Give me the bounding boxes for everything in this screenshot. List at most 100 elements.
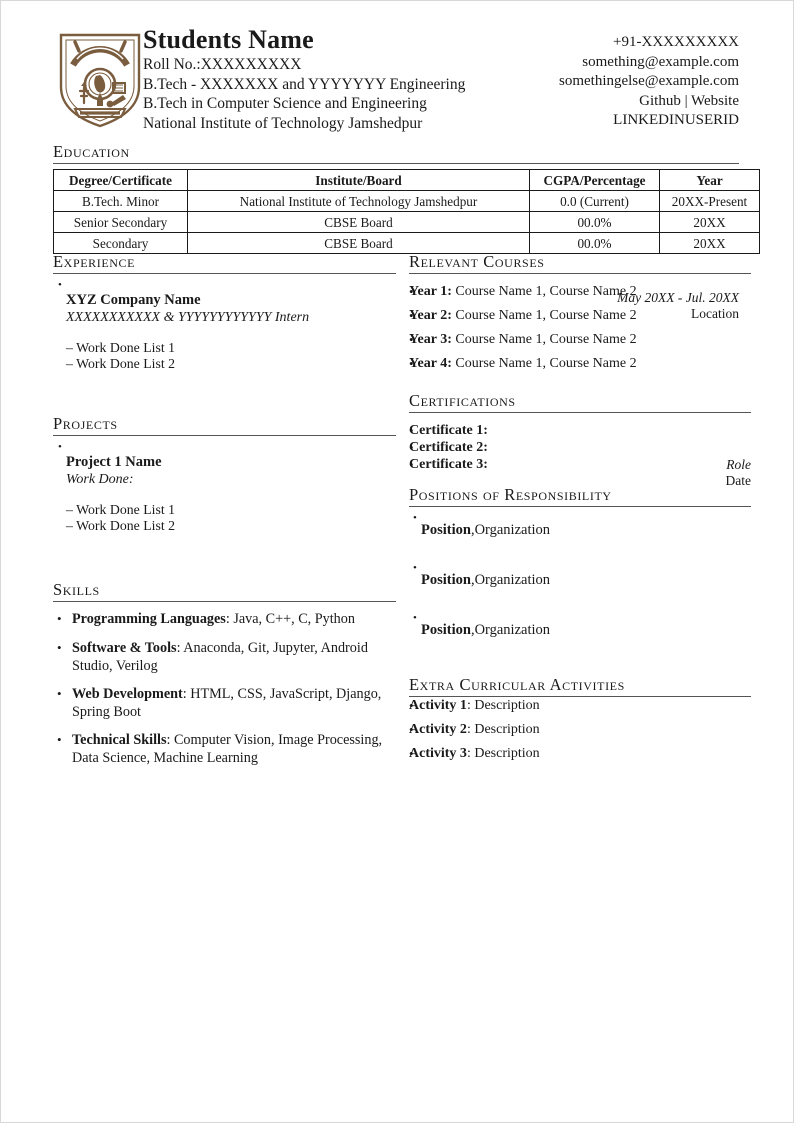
list-item: Certificate 1: [409,423,488,439]
table-row: Secondary CBSE Board 00.0% 20XX [53,232,760,254]
phone-number: +91-XXXXXXXXX [613,34,739,50]
skills-rule [53,601,396,602]
contact-block: +91-XXXXXXXXX something@example.com some… [559,33,739,131]
list-item: Year 2: Course Name 1, Course Name 2 [409,308,637,324]
skill-bullet-icon: • [57,732,62,747]
th-year: Year [659,169,760,191]
positions-heading: Positions of Responsibility [409,485,612,504]
experience-role: XXXXXXXXXXX & YYYYYYYYYYYY Intern [66,310,310,325]
position-date: Date [725,473,751,488]
extra-curricular-heading: Extra Curricular Activities [409,675,625,694]
certifications-rule [409,412,751,413]
position-role: Role [726,457,751,472]
course-bullet-icon: • [409,356,414,371]
experience-heading: Experience [53,252,136,271]
course-value: Course Name 1, Course Name 2 [451,356,637,371]
project-work-item: – Work Done List 2 [66,518,176,533]
position-organization: ,Organization [470,622,551,638]
name-block: Students Name Roll No.:XXXXXXXXX B.Tech … [143,25,465,133]
list-item: Certificate 3: [409,457,488,473]
list-item: Year 4: Course Name 1, Course Name 2 [409,356,637,372]
cell-cgpa: 0.0 (Current) [529,190,660,212]
list-item: • Software & Tools: Anaconda, Git, Jupyt… [57,639,396,675]
cell-institute: CBSE Board [187,232,530,254]
course-bullet-icon: • [409,332,414,347]
cell-institute: National Institute of Technology Jamshed… [187,190,530,212]
education-heading: Education [53,142,130,161]
list-item: Activity 3: Description [409,746,540,762]
activity-label: Activity 3 [409,746,467,761]
table-row: Senior Secondary CBSE Board 00.0% 20XX [53,211,760,233]
list-item: Year 1: Course Name 1, Course Name 2 [409,284,637,300]
education-table: Degree/Certificate Institute/Board CGPA/… [53,169,760,254]
experience-section: Experience • XYZ Company Name XXXXXXXXXX… [53,252,396,380]
extra-curricular-rule [409,696,751,697]
education-rule [53,163,739,164]
skill-value: : HTML, CSS, JavaScript, Django, Spring … [72,686,382,720]
skill-label: Programming Languages [72,611,226,627]
activity-value: : Description [466,722,540,737]
cell-cgpa: 00.0% [529,211,660,233]
skill-bullet-icon: • [57,686,62,701]
activity-label: Activity 2 [409,722,467,737]
list-item: • Web Development: HTML, CSS, JavaScript… [57,685,396,721]
list-item: • Programming Languages: Java, C++, C, P… [57,610,396,628]
position-bullet-icon: • [413,512,417,524]
th-cgpa: CGPA/Percentage [529,169,660,191]
projects-section: Projects • Project 1 Name Work Done: – W… [53,414,396,542]
course-value: Course Name 1, Course Name 2 [451,308,637,323]
list-item: Position,Organization [421,622,550,639]
position-label: Position [421,522,471,538]
skills-heading: Skills [53,580,100,599]
th-degree: Degree/Certificate [53,169,188,191]
certifications-section: Certifications [409,391,751,413]
skill-bullet-icon: • [57,611,62,626]
course-year-label: Year 4: [409,356,452,371]
experience-rule [53,273,396,274]
email-secondary[interactable]: somethingelse@example.com [558,73,739,89]
cell-degree: Senior Secondary [53,211,188,233]
certificate-label: Certificate 3: [409,457,488,472]
cell-degree: B.Tech. Minor [53,190,188,212]
certificate-bullet-icon: • [409,457,414,472]
project-subtitle: Work Done: [66,472,134,487]
certifications-heading: Certifications [409,391,516,410]
list-item: Certificate 2: [409,440,488,456]
cell-year: 20XX [659,211,760,233]
list-item: Activity 2: Description [409,722,540,738]
position-organization: ,Organization [470,522,551,538]
project-work-item: – Work Done List 1 [66,502,176,517]
skill-label: Web Development [72,686,183,702]
skill-label: Software & Tools [72,640,177,656]
projects-rule [53,435,396,436]
email-primary[interactable]: something@example.com [582,53,739,70]
linkedin-id[interactable]: LINKEDINUSERID [613,112,739,128]
course-value: Course Name 1, Course Name 2 [451,284,637,299]
skill-value: : Java, C++, C, Python [225,611,355,627]
github-website-links[interactable]: Github | Website [639,92,739,109]
table-header-row: Degree/Certificate Institute/Board CGPA/… [53,169,760,191]
extra-curricular-section: Extra Curricular Activities [409,675,751,697]
course-year-label: Year 1: [409,284,452,299]
position-bullet-icon: • [413,562,417,574]
institute-name: National Institute of Technology Jamshed… [143,114,423,132]
activity-bullet-icon: • [409,722,414,737]
activity-bullet-icon: • [409,746,414,761]
education-section: Education Degree/Certificate Institute/B… [53,142,760,254]
list-item: Activity 1: Description [409,698,540,714]
th-institute: Institute/Board [187,169,530,191]
cell-year: 20XX-Present [659,190,760,212]
degree-program: B.Tech in Computer Science and Engineeri… [143,95,427,112]
experience-work-item: – Work Done List 1 [66,340,176,355]
certificate-label: Certificate 1: [409,423,488,438]
skill-label: Technical Skills [72,732,167,748]
certificate-bullet-icon: • [409,423,414,438]
list-item: Year 3: Course Name 1, Course Name 2 [409,332,637,348]
roll-number: Roll No.:XXXXXXXXX [143,56,302,73]
course-bullet-icon: • [409,284,414,299]
resume-header: Students Name Roll No.:XXXXXXXXX B.Tech … [53,25,739,135]
experience-work-item: – Work Done List 2 [66,356,176,371]
positions-section: Positions of Responsibility [409,485,751,507]
skill-value: : Computer Vision, Image Processing, Dat… [72,732,383,766]
table-row: B.Tech. Minor National Institute of Tech… [53,190,760,212]
